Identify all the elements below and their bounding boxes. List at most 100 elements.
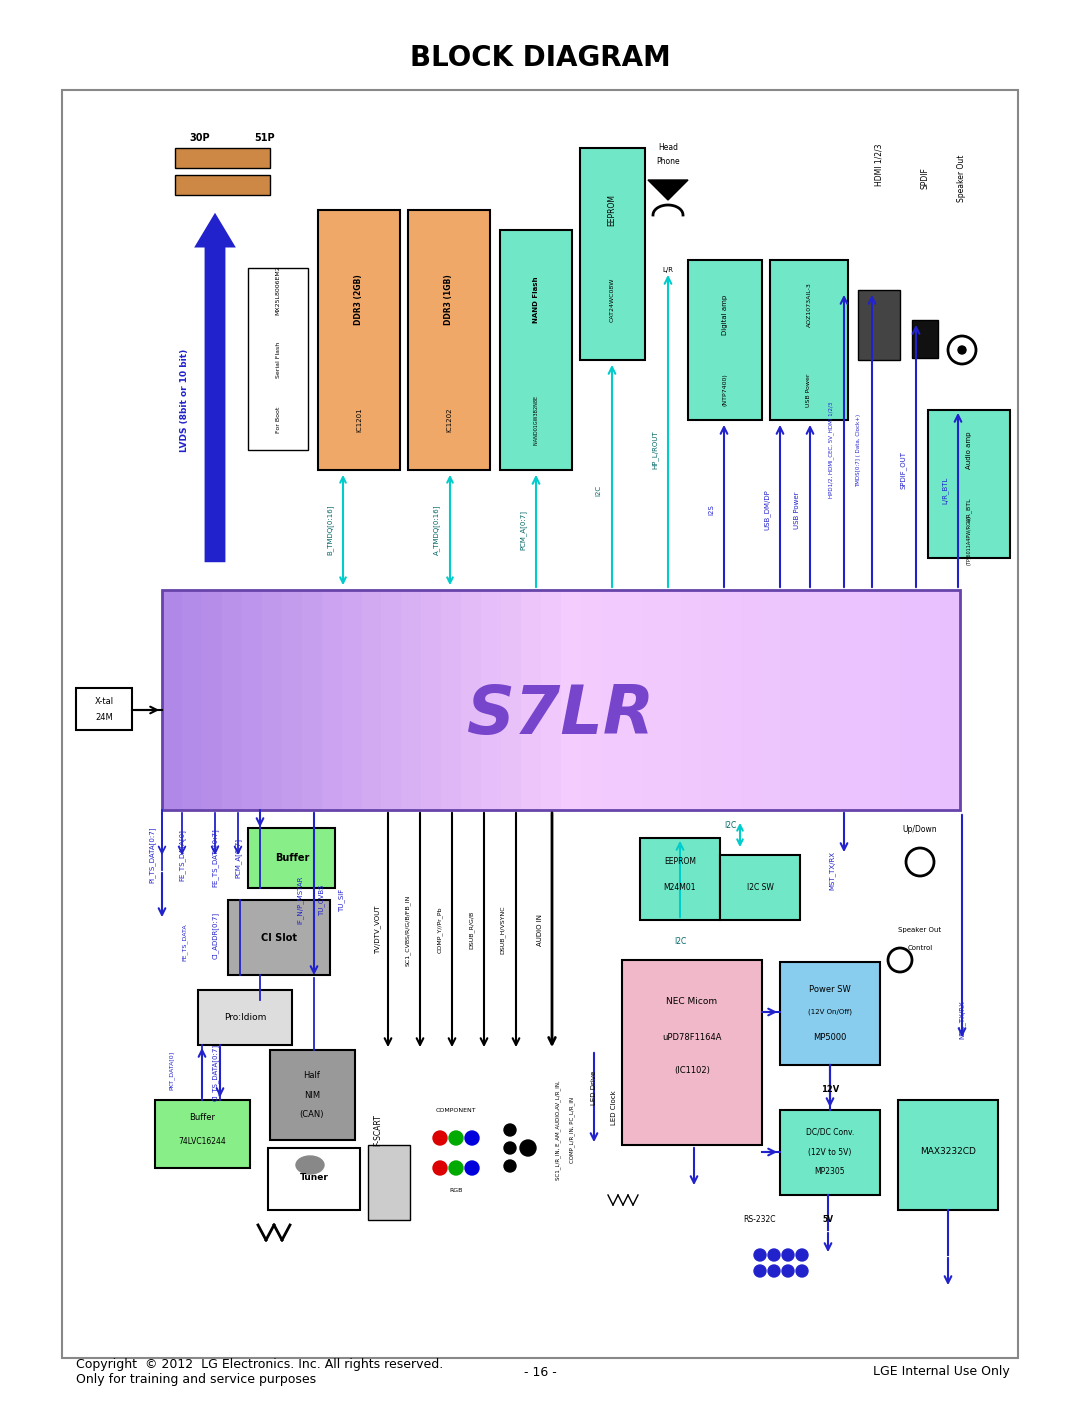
Text: USB_DM/DP: USB_DM/DP	[764, 489, 770, 530]
Text: (12V On/Off): (12V On/Off)	[808, 1008, 852, 1015]
Text: Half: Half	[303, 1070, 321, 1080]
Text: CI Slot: CI Slot	[261, 934, 297, 943]
Bar	[900, 591, 921, 810]
Text: Phone: Phone	[657, 157, 679, 166]
Bar	[175, 148, 270, 167]
Bar	[760, 591, 782, 810]
Text: I2S: I2S	[708, 505, 714, 516]
Bar	[720, 855, 800, 920]
Text: NAND Flash: NAND Flash	[534, 277, 539, 323]
Circle shape	[449, 1161, 463, 1175]
Text: (IC1102): (IC1102)	[674, 1066, 710, 1074]
Bar	[580, 148, 645, 360]
Text: Audio amp: Audio amp	[966, 432, 972, 468]
Bar	[318, 209, 400, 470]
Text: A_TMDQ[0:16]: A_TMDQ[0:16]	[434, 505, 441, 555]
Bar	[920, 591, 941, 810]
Circle shape	[754, 1265, 766, 1277]
Bar	[381, 591, 403, 810]
Text: Head: Head	[658, 143, 678, 152]
Text: B_TMDQ[0:16]: B_TMDQ[0:16]	[326, 505, 334, 555]
Text: DDR3 (1GB): DDR3 (1GB)	[445, 274, 454, 325]
Bar	[928, 411, 1010, 558]
Text: I2C: I2C	[724, 821, 737, 831]
Bar	[175, 174, 270, 195]
Bar	[162, 591, 960, 810]
Circle shape	[504, 1142, 516, 1154]
Text: SPDIF: SPDIF	[920, 167, 930, 188]
Bar	[701, 591, 721, 810]
Text: AUDIO IN: AUDIO IN	[537, 914, 543, 946]
Bar	[442, 591, 462, 810]
Bar	[500, 231, 572, 470]
Text: I2C: I2C	[595, 485, 600, 495]
Circle shape	[782, 1249, 794, 1261]
Text: LGE Internal Use Only: LGE Internal Use Only	[874, 1365, 1010, 1378]
Text: MST_TX/RX: MST_TX/RX	[828, 851, 835, 890]
Bar	[780, 1109, 880, 1195]
Text: HP_L/ROUT: HP_L/ROUT	[651, 430, 659, 470]
Bar	[600, 591, 622, 810]
Text: 74LVC16244: 74LVC16244	[178, 1137, 226, 1146]
Circle shape	[504, 1123, 516, 1136]
Bar	[362, 591, 382, 810]
Bar	[482, 591, 502, 810]
Text: AOZ1073AIL-3: AOZ1073AIL-3	[807, 283, 811, 328]
Text: RS-232C: RS-232C	[744, 1216, 777, 1225]
Text: SPDIF_OUT: SPDIF_OUT	[900, 451, 906, 489]
Text: LED Drive: LED Drive	[591, 1071, 597, 1105]
Bar	[858, 290, 900, 360]
Bar	[640, 591, 662, 810]
Text: Speaker Out: Speaker Out	[958, 155, 967, 201]
Bar	[821, 591, 841, 810]
Text: Pro:Idiom: Pro:Idiom	[224, 1014, 266, 1022]
Text: - 16 -: - 16 -	[524, 1365, 556, 1378]
Text: SC1_L/R_IN, E_AM_AUDIO,AV_L/R_IN,: SC1_L/R_IN, E_AM_AUDIO,AV_L/R_IN,	[555, 1080, 561, 1180]
Text: Power SW: Power SW	[809, 986, 851, 994]
Bar	[268, 1149, 360, 1211]
Bar	[261, 591, 283, 810]
Text: USB Power: USB Power	[807, 373, 811, 406]
Ellipse shape	[296, 1156, 324, 1174]
Text: (NTP7400): (NTP7400)	[723, 374, 728, 406]
Bar	[781, 591, 801, 810]
Text: DC/DC Conv.: DC/DC Conv.	[806, 1128, 854, 1136]
Text: For Boot: For Boot	[275, 406, 281, 433]
Text: DSUB_H/VSYNC: DSUB_H/VSYNC	[500, 905, 505, 955]
Bar	[661, 591, 681, 810]
Bar	[198, 990, 292, 1045]
Text: Tuner: Tuner	[299, 1174, 328, 1182]
Text: 24M: 24M	[95, 713, 113, 723]
Bar	[840, 591, 861, 810]
Text: TU_CVBS: TU_CVBS	[319, 884, 325, 915]
Text: PCM_A[0:7]: PCM_A[0:7]	[234, 838, 241, 877]
Bar	[242, 591, 262, 810]
Text: EEPROM: EEPROM	[664, 858, 696, 866]
Circle shape	[754, 1249, 766, 1261]
Text: USB Power: USB Power	[794, 491, 800, 529]
Text: COMPONENT: COMPONENT	[435, 1108, 476, 1112]
Text: COMP_Y//Pr_Pb: COMP_Y//Pr_Pb	[437, 907, 443, 953]
Text: FE_TS_DATA[0:7]: FE_TS_DATA[0:7]	[212, 828, 218, 887]
Bar	[501, 591, 522, 810]
Text: Buffer: Buffer	[189, 1114, 215, 1122]
Text: Up/Down: Up/Down	[903, 825, 937, 835]
Text: FE_TS_DATA[0]: FE_TS_DATA[0]	[178, 830, 186, 882]
Bar	[561, 591, 582, 810]
Text: LVDS (8bit or 10 bit): LVDS (8bit or 10 bit)	[180, 349, 189, 451]
Text: Copyright  © 2012  LG Electronics. Inc. All rights reserved.
Only for training a: Copyright © 2012 LG Electronics. Inc. Al…	[76, 1358, 443, 1386]
Text: TV/DTV_VOUT: TV/DTV_VOUT	[375, 905, 381, 955]
Bar	[322, 591, 342, 810]
Circle shape	[504, 1160, 516, 1173]
Text: HDMI 1/2/3: HDMI 1/2/3	[875, 143, 883, 186]
Text: Control: Control	[907, 945, 933, 950]
Text: uPD78F1164A: uPD78F1164A	[662, 1033, 721, 1042]
Text: NAND01GW3B2⁠N8E: NAND01GW3B2⁠N8E	[534, 395, 539, 444]
Text: DDR3 (2GB): DDR3 (2GB)	[354, 274, 364, 325]
Bar	[421, 591, 443, 810]
Text: Serial Flash: Serial Flash	[275, 342, 281, 378]
Bar	[301, 591, 323, 810]
Text: SC1_CVBS/R/G/B/FB_IN: SC1_CVBS/R/G/B/FB_IN	[405, 894, 410, 966]
Bar	[621, 591, 642, 810]
Bar	[622, 960, 762, 1144]
